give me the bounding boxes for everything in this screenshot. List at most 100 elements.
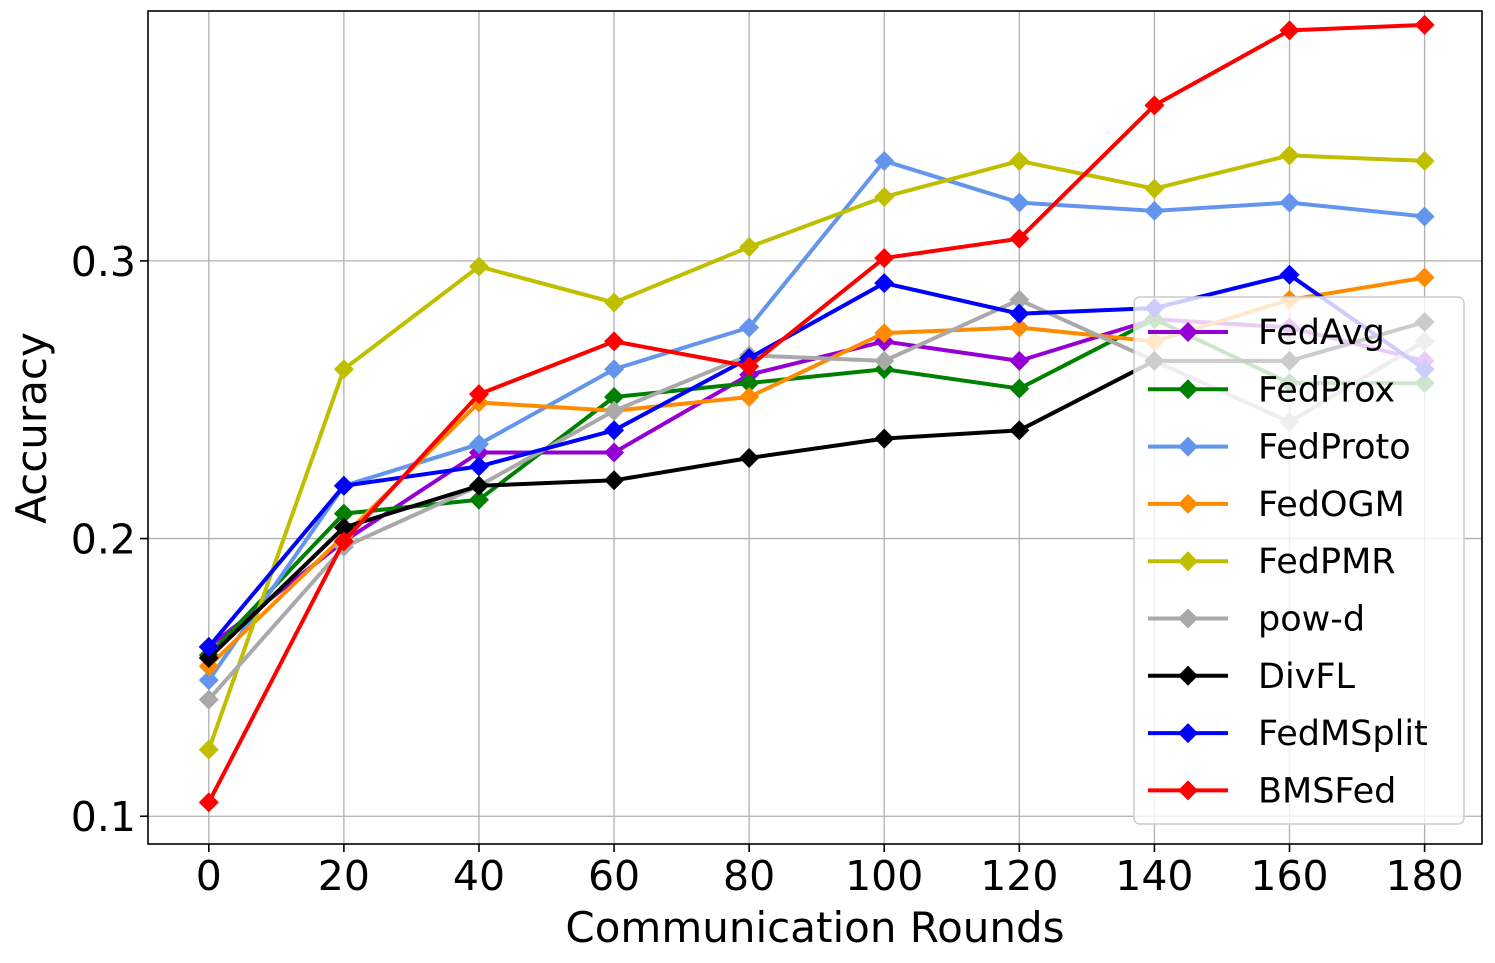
- data-point: [1144, 200, 1165, 221]
- legend-swatch-marker: [1178, 436, 1198, 457]
- legend-label: FedOGM: [1258, 485, 1405, 525]
- data-point: [739, 237, 760, 258]
- data-point: [874, 187, 895, 208]
- series-line: [207, 272, 1426, 649]
- x-tick-label: 160: [1250, 852, 1328, 900]
- data-point: [468, 384, 489, 405]
- data-point: [333, 531, 354, 552]
- data-point: [739, 356, 760, 377]
- data-point: [1009, 289, 1030, 310]
- legend-label: FedAvg: [1258, 313, 1385, 353]
- legend-swatch-marker: [1178, 493, 1198, 514]
- data-point: [874, 150, 895, 171]
- y-tick-label: 0.3: [71, 238, 136, 286]
- data-point: [333, 475, 354, 496]
- data-point: [333, 503, 354, 524]
- series-bmsfed: [198, 14, 1435, 813]
- legend-swatch-marker: [1178, 608, 1198, 629]
- data-point: [1279, 145, 1300, 166]
- data-point: [874, 248, 895, 269]
- y-axis-label: Accuracy: [7, 332, 56, 524]
- data-point: [468, 434, 489, 455]
- legend-label: FedMSplit: [1258, 714, 1428, 754]
- data-point: [1414, 267, 1435, 288]
- data-point: [1279, 192, 1300, 213]
- legend-swatch-marker: [1178, 665, 1198, 686]
- data-point: [1009, 350, 1030, 371]
- data-point: [1144, 95, 1165, 116]
- data-point: [468, 256, 489, 277]
- series-line: [206, 153, 1425, 751]
- data-point: [1009, 317, 1030, 338]
- x-axis-label: Communication Rounds: [565, 903, 1064, 952]
- x-tick-label: 140: [1115, 852, 1193, 900]
- data-point: [1009, 303, 1030, 324]
- plot-frame: [147, 10, 1483, 845]
- data-point: [874, 323, 895, 344]
- data-point: [874, 273, 895, 294]
- data-point: [874, 350, 895, 371]
- legend-swatch-marker: [1178, 780, 1198, 801]
- data-point: [739, 448, 760, 469]
- legend-label: DivFL: [1258, 657, 1356, 697]
- data-point: [468, 489, 489, 510]
- data-point: [333, 517, 354, 538]
- data-point: [604, 470, 625, 491]
- data-point: [1279, 264, 1300, 285]
- y-tick-label: 0.2: [71, 516, 136, 564]
- x-tick-label: 120: [980, 852, 1058, 900]
- data-point: [198, 636, 219, 657]
- data-point: [468, 475, 489, 496]
- data-point: [1009, 378, 1030, 399]
- x-tick-label: 40: [453, 852, 505, 900]
- x-tick-label: 60: [588, 852, 640, 900]
- data-point: [198, 647, 219, 668]
- data-point: [739, 317, 760, 338]
- x-tick-label: 20: [318, 852, 370, 900]
- data-point: [1414, 14, 1435, 35]
- series-fedmsplit: [198, 264, 1435, 657]
- legend-swatch-marker: [1178, 322, 1198, 342]
- data-point: [1009, 192, 1030, 213]
- data-point: [468, 456, 489, 477]
- data-point: [1414, 206, 1435, 227]
- data-point: [739, 386, 760, 407]
- data-point: [604, 331, 625, 352]
- data-point: [1009, 420, 1030, 441]
- data-point: [1414, 150, 1435, 171]
- series-line: [207, 22, 1425, 804]
- series-fedpmr: [198, 145, 1435, 760]
- data-point: [1279, 20, 1300, 41]
- legend-swatch-marker: [1178, 379, 1198, 400]
- data-point: [333, 359, 354, 380]
- data-point: [198, 689, 219, 710]
- data-point: [198, 739, 219, 760]
- data-point: [1009, 228, 1030, 249]
- x-tick-label: 180: [1385, 852, 1463, 900]
- legend: FedAvg FedProx FedProto FedOGM FedPMR pow-d Di…: [1133, 296, 1465, 825]
- data-point: [198, 792, 219, 813]
- data-point: [604, 359, 625, 380]
- data-point: [1144, 178, 1165, 199]
- legend-label: FedProto: [1258, 428, 1411, 468]
- legend-swatch-marker: [1178, 723, 1198, 744]
- x-tick-label: 0: [196, 852, 222, 900]
- legend-label: pow-d: [1258, 600, 1365, 640]
- x-tick-label: 80: [723, 852, 775, 900]
- legend-label: BMSFed: [1258, 771, 1396, 811]
- axis-ticks: 0 20 40 60 80 100 120 140 160 180 0.1 0.2 0.3: [71, 238, 1464, 900]
- x-tick-label: 100: [845, 852, 923, 900]
- data-point: [1009, 150, 1030, 171]
- legend-swatch-marker: [1178, 551, 1198, 572]
- data-point: [604, 386, 625, 407]
- legend-label: FedProx: [1258, 370, 1395, 410]
- legend-label: FedPMR: [1258, 542, 1396, 582]
- data-point: [604, 442, 625, 463]
- data-point: [739, 373, 760, 394]
- y-tick-label: 0.1: [71, 793, 136, 841]
- legend-box: [1133, 296, 1465, 825]
- data-point: [874, 428, 895, 449]
- data-point: [604, 292, 625, 313]
- data-point: [198, 670, 219, 691]
